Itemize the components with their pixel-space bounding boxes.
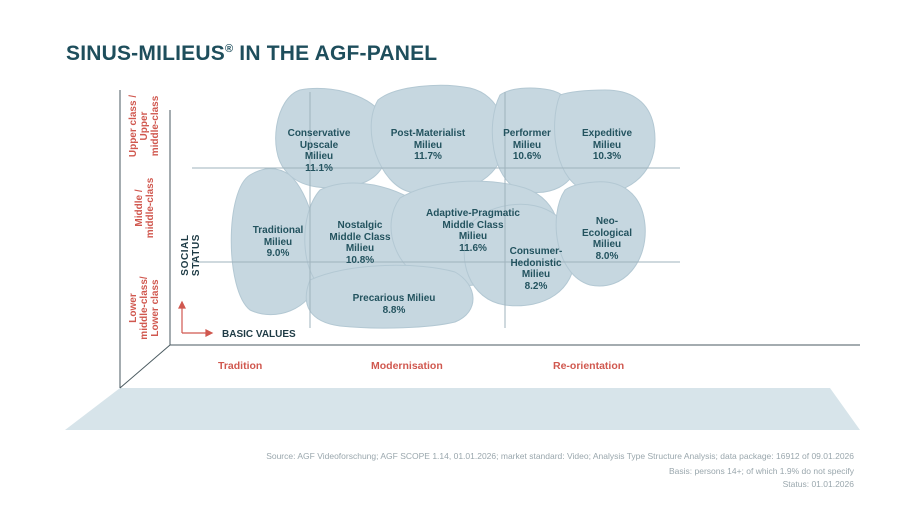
axis-label-social-status: SOCIAL STATUS xyxy=(180,233,202,277)
blob-neo-ecological xyxy=(555,181,646,287)
milieu-consumer-hedonistic: Consumer- Hedonistic Milieu 8.2% xyxy=(509,246,563,292)
milieu-adaptive-pragmatic: Adaptive-Pragmatic Middle Class Milieu 1… xyxy=(426,208,520,254)
source-line: Source: AGF Videoforschung; AGF SCOPE 1.… xyxy=(266,451,854,461)
value-label-tradition: Tradition xyxy=(218,360,263,372)
milieu-post-materialist: Post-Materialist Milieu 11.7% xyxy=(390,128,466,162)
value-label-reorientation: Re-orientation xyxy=(553,360,625,372)
value-label-modernisation: Modernisation xyxy=(371,360,443,372)
class-label-lower: Lower middle-class/ Lower class xyxy=(128,276,161,340)
milieu-traditional: Traditional Milieu 9.0% xyxy=(252,225,304,259)
milieu-performer: Performer Milieu 10.6% xyxy=(503,128,551,162)
depth-line xyxy=(119,344,171,389)
milieu-expeditive: Expeditive Milieu 10.3% xyxy=(581,128,633,162)
arrow-values-head xyxy=(205,329,214,337)
arrow-status-head xyxy=(178,300,186,309)
blob-precarious xyxy=(305,264,474,329)
axis-arrows xyxy=(178,300,214,337)
milieu-blobs xyxy=(230,84,656,329)
axis-label-basic-values: BASIC VALUES xyxy=(222,329,296,340)
basis-line: Basis: persons 14+; of which 1.9% do not… xyxy=(669,466,854,476)
milieu-conservative-upscale: Conservative Upscale Milieu 11.1% xyxy=(287,128,351,174)
page-title: SINUS-MILIEUS® IN THE AGF-PANEL xyxy=(66,42,438,65)
milieu-neo-ecological: Neo- Ecological Milieu 8.0% xyxy=(581,216,632,262)
class-label-upper: Upper class / Upper middle-class xyxy=(128,94,161,158)
floor-plane xyxy=(65,388,860,430)
grid-lines xyxy=(192,92,680,328)
status-line: Status: 01.01.2026 xyxy=(782,479,854,489)
milieu-precarious: Precarious Milieu 8.8% xyxy=(352,293,436,316)
milieu-nostalgic-middle-class: Nostalgic Middle Class Milieu 10.8% xyxy=(329,220,391,266)
blob-expeditive xyxy=(554,89,656,194)
class-label-middle: Middle / middle-class xyxy=(134,177,156,239)
